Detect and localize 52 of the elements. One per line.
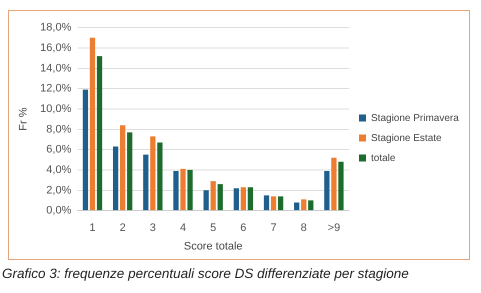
legend-label: Stagione Primavera — [371, 112, 460, 124]
bar — [187, 170, 193, 210]
y-axis-title: Fr % — [18, 107, 30, 131]
bar — [308, 200, 314, 210]
bar — [240, 187, 246, 210]
x-tick-label: 8 — [300, 222, 307, 234]
text: Grafico 3: frequenze percentuali score DS differenziate per stagione — [2, 266, 410, 281]
bar — [248, 187, 254, 210]
x-tick-label: 2 — [120, 222, 126, 234]
y-tick-label: 2,0% — [46, 184, 72, 196]
x-tick-label: 7 — [270, 222, 277, 234]
bar — [180, 168, 186, 210]
bar — [218, 184, 223, 210]
bar — [204, 190, 209, 210]
x-tick-label: 3 — [150, 222, 156, 234]
bar — [143, 154, 148, 210]
bar — [331, 158, 337, 210]
y-tick-label: 16,0% — [40, 42, 72, 54]
bar — [150, 136, 156, 210]
y-tick-label: 14,0% — [40, 62, 72, 74]
x-tick-label: >9 — [328, 222, 340, 234]
bar — [294, 202, 300, 210]
bar — [82, 90, 88, 210]
bar — [278, 196, 284, 210]
bar — [157, 142, 163, 210]
bar — [270, 196, 276, 210]
bar — [127, 132, 132, 210]
bar — [264, 195, 270, 210]
bar — [301, 199, 306, 210]
x-tick-label: 5 — [210, 222, 216, 234]
x-tick-label: 6 — [240, 222, 246, 234]
bar — [112, 146, 118, 210]
bar — [234, 188, 239, 210]
bar — [120, 125, 126, 210]
bar — [173, 170, 179, 210]
bar — [210, 181, 216, 210]
legend-label: totale — [371, 152, 396, 164]
x-tick-label: 1 — [89, 222, 96, 234]
y-tick-label: 8,0% — [46, 123, 72, 136]
bar — [324, 170, 330, 210]
bar — [96, 56, 102, 210]
y-tick-label: 18,0% — [40, 22, 72, 34]
y-tick-label: 6,0% — [46, 144, 72, 156]
y-tick-label: 12,0% — [40, 82, 72, 95]
bar — [338, 162, 344, 210]
bar — [90, 38, 96, 210]
y-tick-label: 4,0% — [46, 164, 72, 176]
x-tick-label: 4 — [180, 222, 186, 234]
x-axis-title: Score totale — [184, 240, 243, 252]
y-tick-label: 10,0% — [40, 102, 72, 115]
legend-label: Stagione Estate — [371, 132, 442, 144]
y-tick-label: 0,0% — [46, 204, 72, 217]
